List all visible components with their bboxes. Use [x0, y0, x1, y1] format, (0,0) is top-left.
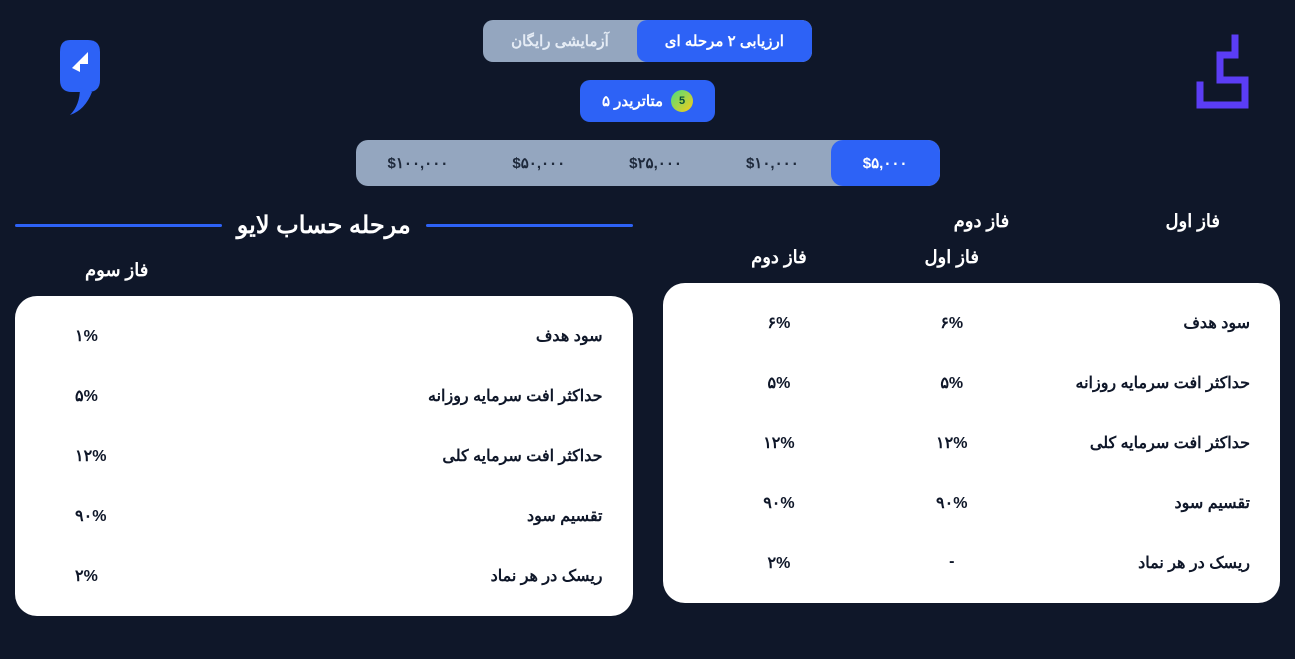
val-p2-risk: ۲%	[693, 553, 866, 573]
tab-free-trial[interactable]: آزمایشی رایگان	[483, 20, 637, 62]
val-p2-daily: ۵%	[693, 373, 866, 393]
phase3-header: فاز سوم	[45, 260, 296, 281]
amount-25k[interactable]: $۲۵,۰۰۰	[597, 140, 714, 186]
row-label-total-dd: حداکثر افت سرمایه کلی	[1038, 433, 1250, 453]
table-row: ریسک در هر نماد - ۲%	[683, 533, 1261, 593]
divider	[426, 224, 633, 227]
table-row: حداکثر افت سرمایه روزانه ۵% ۵%	[683, 353, 1261, 413]
row-label-split: تقسیم سود	[296, 506, 603, 526]
val-p1-total: ۱۲%	[865, 433, 1038, 453]
amount-100k[interactable]: $۱۰۰,۰۰۰	[356, 140, 481, 186]
val-p2-target: ۶%	[693, 313, 866, 333]
val-p1-split: ۹۰%	[865, 493, 1038, 513]
row-label-target-profit: سود هدف	[296, 326, 603, 346]
val-p3-daily: ۵%	[45, 386, 296, 406]
phase2-header: فاز دوم	[902, 211, 1061, 232]
table-row: سود هدف ۶% ۶%	[683, 293, 1261, 353]
val-p1-target: ۶%	[865, 313, 1038, 333]
divider	[15, 224, 222, 227]
row-label-target-profit: سود هدف	[1038, 313, 1250, 333]
live-stage-title: مرحله حساب لایو	[237, 211, 411, 240]
metatrader-icon: 5	[671, 90, 693, 112]
live-stage: مرحله حساب لایو فاز سوم سود هدف ۱% حداکث…	[15, 211, 633, 616]
table-row: سود هدف ۱%	[35, 306, 613, 366]
evaluation-stage: فاز اول فاز دوم .eval-headers { display:…	[663, 211, 1281, 616]
row-label-daily-dd: حداکثر افت سرمایه روزانه	[1038, 373, 1250, 393]
table-row: تقسیم سود ۹۰%	[35, 486, 613, 546]
row-label-risk: ریسک در هر نماد	[1038, 553, 1250, 573]
val-p2-total: ۱۲%	[693, 433, 866, 453]
amount-10k[interactable]: $۱۰,۰۰۰	[714, 140, 831, 186]
val-p3-risk: ۲%	[45, 566, 296, 586]
phase1-header: فاز اول	[865, 247, 1038, 268]
row-label-split: تقسیم سود	[1038, 493, 1250, 513]
row-label-risk: ریسک در هر نماد	[296, 566, 603, 586]
phase1-header: فاز اول	[1061, 211, 1260, 232]
amount-5k[interactable]: $۵,۰۰۰	[831, 140, 940, 186]
val-p1-daily: ۵%	[865, 373, 1038, 393]
row-label-total-dd: حداکثر افت سرمایه کلی	[296, 446, 603, 466]
phase2-header: فاز دوم	[693, 247, 866, 268]
table-row: تقسیم سود ۹۰% ۹۰%	[683, 473, 1261, 533]
logo-brand-icon	[1185, 30, 1255, 115]
platform-label: متاتریدر ۵	[602, 92, 663, 110]
val-p2-split: ۹۰%	[693, 493, 866, 513]
tab-eval-2stage[interactable]: ارزیابی ۲ مرحله ای	[637, 20, 812, 62]
table-row: ریسک در هر نماد ۲%	[35, 546, 613, 606]
evaluation-card: سود هدف ۶% ۶% حداکثر افت سرمایه روزانه ۵…	[663, 283, 1281, 603]
live-card: سود هدف ۱% حداکثر افت سرمایه روزانه ۵% ح…	[15, 296, 633, 616]
table-row: حداکثر افت سرمایه روزانه ۵%	[35, 366, 613, 426]
platform-button[interactable]: 5 متاتریدر ۵	[580, 80, 715, 122]
val-p3-total: ۱۲%	[45, 446, 296, 466]
table-row: حداکثر افت سرمایه کلی ۱۲%	[35, 426, 613, 486]
val-p3-split: ۹۰%	[45, 506, 296, 526]
val-p3-target: ۱%	[45, 326, 296, 346]
plan-tabs: ارزیابی ۲ مرحله ای آزمایشی رایگان	[483, 20, 812, 62]
table-row: حداکثر افت سرمایه کلی ۱۲% ۱۲%	[683, 413, 1261, 473]
amount-tabs: $۵,۰۰۰ $۱۰,۰۰۰ $۲۵,۰۰۰ $۵۰,۰۰۰ $۱۰۰,۰۰۰	[356, 140, 940, 186]
amount-50k[interactable]: $۵۰,۰۰۰	[480, 140, 597, 186]
row-label-daily-dd: حداکثر افت سرمایه روزانه	[296, 386, 603, 406]
val-p1-risk: -	[865, 553, 1038, 573]
logo-arrow-icon	[50, 30, 120, 120]
